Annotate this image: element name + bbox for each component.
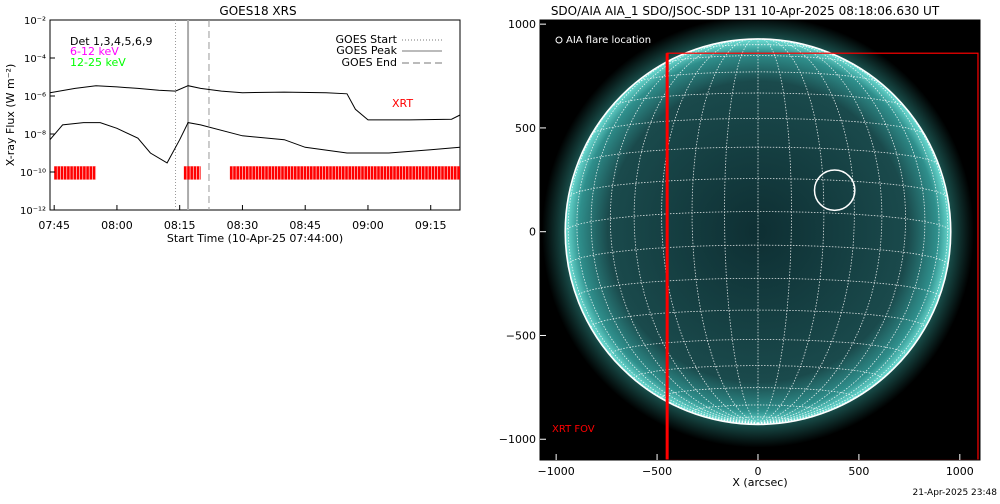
longitude-line	[609, 41, 759, 424]
latitude-line	[663, 55, 853, 64]
goes-legend: GOES Start GOES Peak GOES End	[336, 33, 442, 69]
legend-goes-end: GOES End	[341, 56, 397, 69]
footer-timestamp: 21-Apr-2025 23:48	[913, 488, 998, 498]
aia-y-tick-label: 0	[529, 226, 536, 239]
latitude-line	[564, 211, 952, 232]
solar-disk	[565, 38, 951, 425]
xrt-annotation: XRT	[392, 97, 413, 110]
band-label-12-25: 12-25 keV	[70, 56, 126, 69]
xrt-coverage-bar	[54, 166, 97, 180]
aia-chart-title: SDO/AIA AIA_1 SDO/JSOC-SDP 131 10-Apr-20…	[551, 4, 940, 18]
aia-x-axis-label: X (arcsec)	[732, 476, 787, 489]
xrt-fov-label: XRT FOV	[552, 424, 595, 435]
legend-goes-start: GOES Start	[336, 33, 398, 46]
goes-x-ticks: 07:45 08:00 08:15 08:30 08:45 09:00 09:15	[38, 205, 447, 232]
goes-x-tick-label: 09:15	[415, 219, 447, 232]
goes-x-tick-label: 08:00	[101, 219, 133, 232]
longitude-line	[757, 68, 949, 424]
longitude-line	[757, 38, 792, 424]
aia-panel: SDO/AIA AIA_1 SDO/JSOC-SDP 131 10-Apr-20…	[499, 4, 981, 489]
longitude-line	[633, 39, 759, 424]
longitude-line	[691, 39, 759, 424]
legend-goes-peak: GOES Peak	[336, 44, 397, 57]
goes-chart-title: GOES18 XRS	[219, 4, 296, 18]
goes-y-tick-label: 10⁻²	[24, 16, 46, 27]
flare-legend-label: AIA flare location	[566, 35, 651, 46]
longitude-line	[567, 68, 759, 424]
goes-panel: GOES18 XRS 07:45 08:00 08:15 08:30 08:45 09:0…	[4, 4, 461, 245]
goes-short-channel-line	[49, 122, 461, 164]
aia-x-tick-label: 0	[754, 465, 761, 478]
goes-event-lines	[175, 20, 210, 210]
goes-y-tick-label: 10⁻⁶	[24, 92, 46, 103]
latitude-line	[633, 365, 883, 379]
goes-long-channel-line	[49, 85, 461, 121]
longitude-line	[757, 41, 907, 424]
flare-location-marker	[813, 169, 856, 212]
aia-y-tick-label: 1000	[508, 18, 536, 31]
aia-y-ticks: −1000 −500 0 500 1000	[499, 18, 546, 446]
goes-y-tick-label: 10⁻¹⁰	[20, 168, 46, 179]
longitude-line	[590, 41, 759, 424]
band-label-detectors: Det 1,3,4,5,6,9	[70, 35, 153, 48]
goes-x-tick-label: 08:30	[227, 219, 259, 232]
longitude-line	[661, 39, 759, 424]
latitude-line	[591, 118, 925, 135]
aia-y-tick-label: −1000	[499, 433, 536, 446]
goes-x-tick-label: 08:15	[164, 219, 196, 232]
goes-x-tick-label: 09:00	[352, 219, 384, 232]
band-label-6-12: 6-12 keV	[70, 45, 119, 58]
xrt-coverage-group	[54, 166, 460, 180]
goes-y-tick-label: 10⁻⁴	[24, 54, 46, 65]
goes-y-tick-label: 10⁻⁸	[24, 130, 46, 141]
longitude-line	[757, 39, 825, 424]
longitude-line	[757, 39, 883, 424]
aia-x-tick-label: −1000	[538, 465, 575, 478]
goes-y-tick-label: 10⁻¹²	[20, 206, 46, 217]
aia-plot-frame	[539, 19, 981, 461]
longitude-line	[757, 41, 926, 424]
goes-y-axis-label: X-ray Flux (W m⁻²)	[4, 64, 17, 166]
longitude-line	[757, 39, 855, 424]
solar-limb	[564, 38, 952, 426]
latitude-line	[568, 178, 948, 198]
aia-x-ticks: −1000 −500 0 500 1000	[538, 454, 974, 478]
goes-series-group	[49, 85, 461, 164]
aia-x-tick-label: 1000	[946, 465, 974, 478]
xrt-coverage-bar	[183, 166, 201, 180]
aia-x-tick-label: 500	[848, 465, 869, 478]
goes-y-ticks: 10⁻¹² 10⁻¹⁰ 10⁻⁸ 10⁻⁶ 10⁻⁴ 10⁻²	[20, 16, 55, 217]
xrt-fov-left-edge	[665, 53, 669, 460]
heliographic-grid	[564, 38, 952, 424]
goes-x-tick-label: 08:45	[289, 219, 321, 232]
goes-x-tick-label: 07:45	[38, 219, 70, 232]
goes-x-axis-label: Start Time (10-Apr-25 07:44:00)	[167, 232, 343, 245]
aia-y-tick-label: 500	[515, 122, 536, 135]
longitude-line	[724, 38, 759, 424]
aia-y-tick-label: −500	[506, 329, 536, 342]
aia-x-tick-label: −500	[642, 465, 672, 478]
flare-legend-marker	[555, 36, 563, 44]
